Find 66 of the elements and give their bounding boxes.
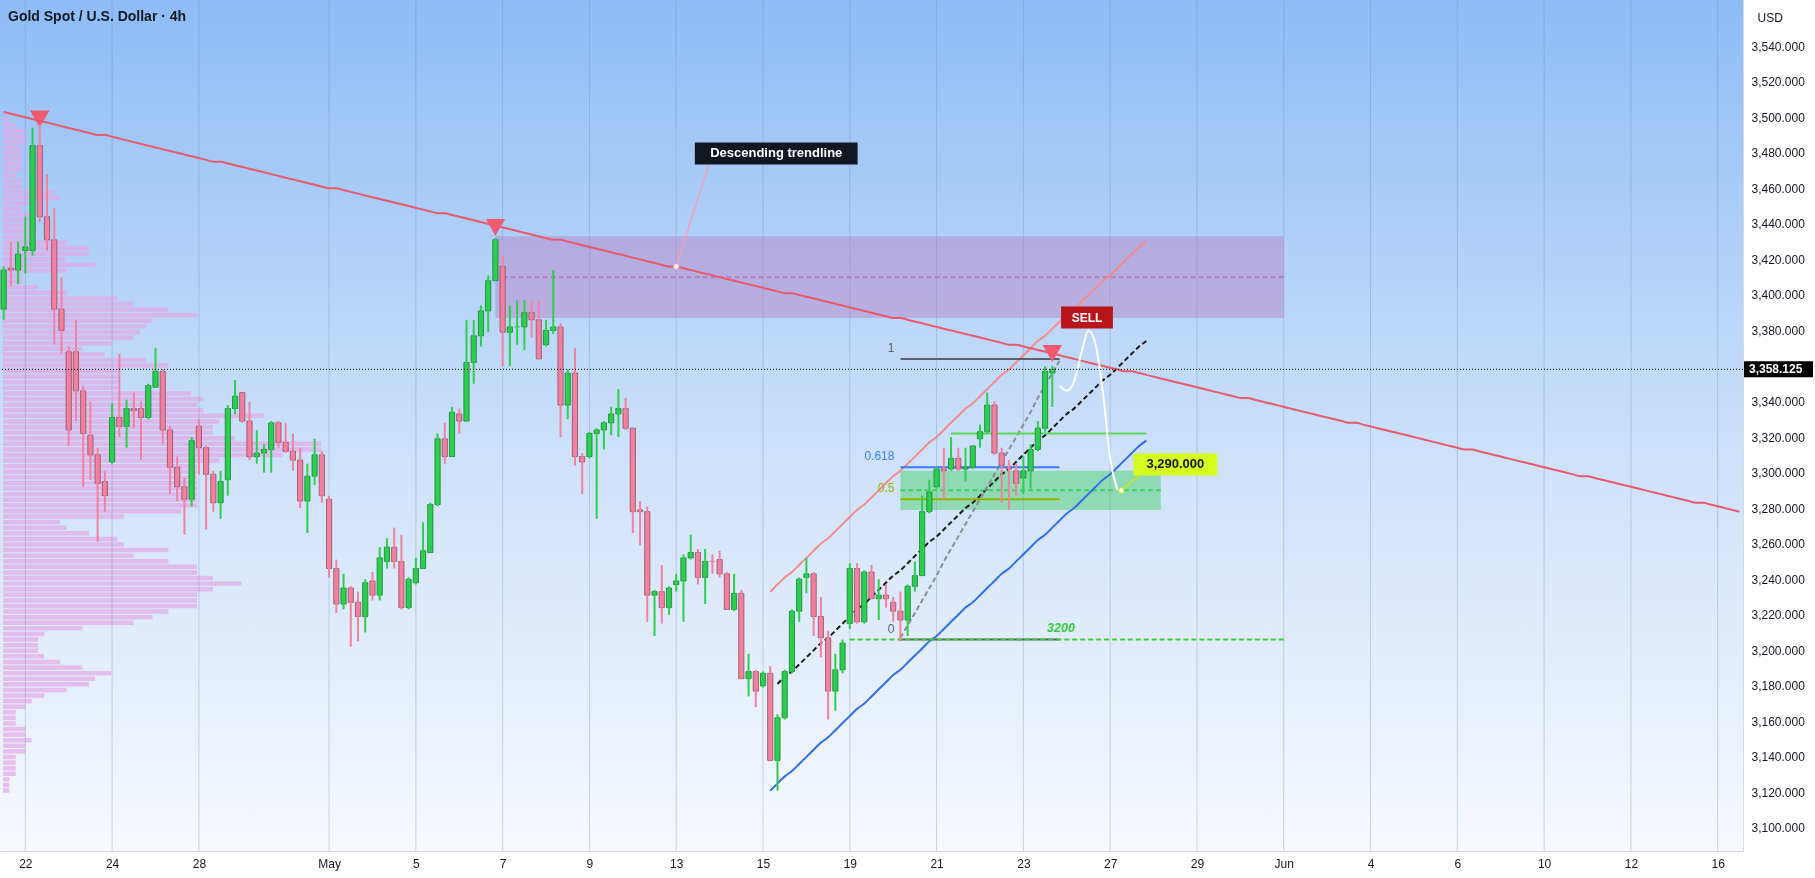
series-label: 0 (887, 621, 895, 636)
point (30, 110, 50, 128)
line-series (769, 439, 1148, 792)
x-tick-label: 29 (1190, 856, 1205, 871)
line-series (2, 110, 1741, 513)
line-series (769, 240, 1148, 593)
annotation: SELL (1071, 310, 1103, 325)
y-tick-label: 3,180.000 (1751, 679, 1806, 694)
annotation: Descending trendline (710, 145, 843, 161)
y-tick-label: 3,520.000 (1751, 75, 1806, 90)
y-tick-label: 3,140.000 (1751, 750, 1806, 765)
y-axis-title: USD (1757, 10, 1784, 25)
candlestick (369, 571, 376, 602)
x-tick-label: 7 (499, 856, 507, 871)
y-tick-label: 3,160.000 (1751, 714, 1806, 729)
y-tick-label: 3,240.000 (1751, 572, 1806, 587)
y-tick-label: 3,260.000 (1751, 537, 1806, 552)
y-tick-label: 3,280.000 (1751, 501, 1806, 516)
x-tick-label: 21 (930, 856, 945, 871)
annotation: 3200 (1047, 621, 1075, 635)
y-tick-label: 3,540.000 (1751, 39, 1806, 54)
series-label: 1 (887, 340, 895, 355)
x-tick-label: 15 (756, 856, 771, 871)
y-tick-label: 3,440.000 (1751, 217, 1806, 232)
point (485, 218, 506, 236)
x-tick-label: 23 (1017, 856, 1031, 871)
x-tick-label: 19 (843, 856, 858, 871)
x-tick-label: 27 (1103, 856, 1118, 871)
y-tick-label: 3,200.000 (1751, 643, 1806, 658)
y-tick-label: 3,380.000 (1751, 323, 1806, 338)
x-tick-label: 5 (413, 856, 421, 871)
y-tick-label: 3,400.000 (1751, 288, 1806, 303)
x-tick-label: 4 (1367, 856, 1375, 871)
annotation: 3,290.000 (1146, 456, 1205, 472)
x-tick-label: Jun (1274, 856, 1294, 871)
y-tick-label: 3,100.000 (1751, 821, 1806, 836)
y-tick-label: 3,480.000 (1751, 146, 1806, 161)
x-tick-label: 13 (670, 856, 684, 871)
x-tick-label: 28 (192, 856, 207, 871)
y-tick-label: 3,340.000 (1751, 395, 1806, 410)
series-label: 0.618 (864, 449, 895, 464)
y-tick-label: 3,460.000 (1751, 181, 1806, 196)
ref-line-label: 3,358.125 (1749, 362, 1803, 377)
x-tick-label: 22 (19, 856, 33, 871)
y-tick-label: 3,320.000 (1751, 430, 1806, 445)
y-tick-label: 3,500.000 (1751, 110, 1806, 125)
x-tick-label: 12 (1624, 856, 1639, 871)
y-tick-label: 3,300.000 (1751, 466, 1806, 481)
series-label: 0.5 (877, 481, 895, 496)
candlestick (340, 572, 347, 611)
point (672, 263, 680, 270)
x-tick-label: 10 (1537, 856, 1552, 871)
candlestick (651, 588, 658, 638)
line-series (776, 340, 1148, 685)
candlestick (803, 556, 810, 595)
y-tick-label: 3,420.000 (1751, 252, 1806, 267)
text: Gold Spot / U.S. Dollar · 4h (8, 7, 187, 24)
x-tick-label: 9 (586, 856, 594, 871)
candlestick (456, 407, 463, 435)
x-tick-label: 16 (1711, 856, 1726, 871)
point (1042, 345, 1063, 362)
y-tick-label: 3,220.000 (1751, 608, 1806, 623)
x-tick-label: 24 (105, 856, 120, 871)
x-tick-label: May (318, 856, 341, 871)
y-tick-label: 3,120.000 (1751, 785, 1806, 800)
x-tick-label: 6 (1454, 856, 1462, 871)
